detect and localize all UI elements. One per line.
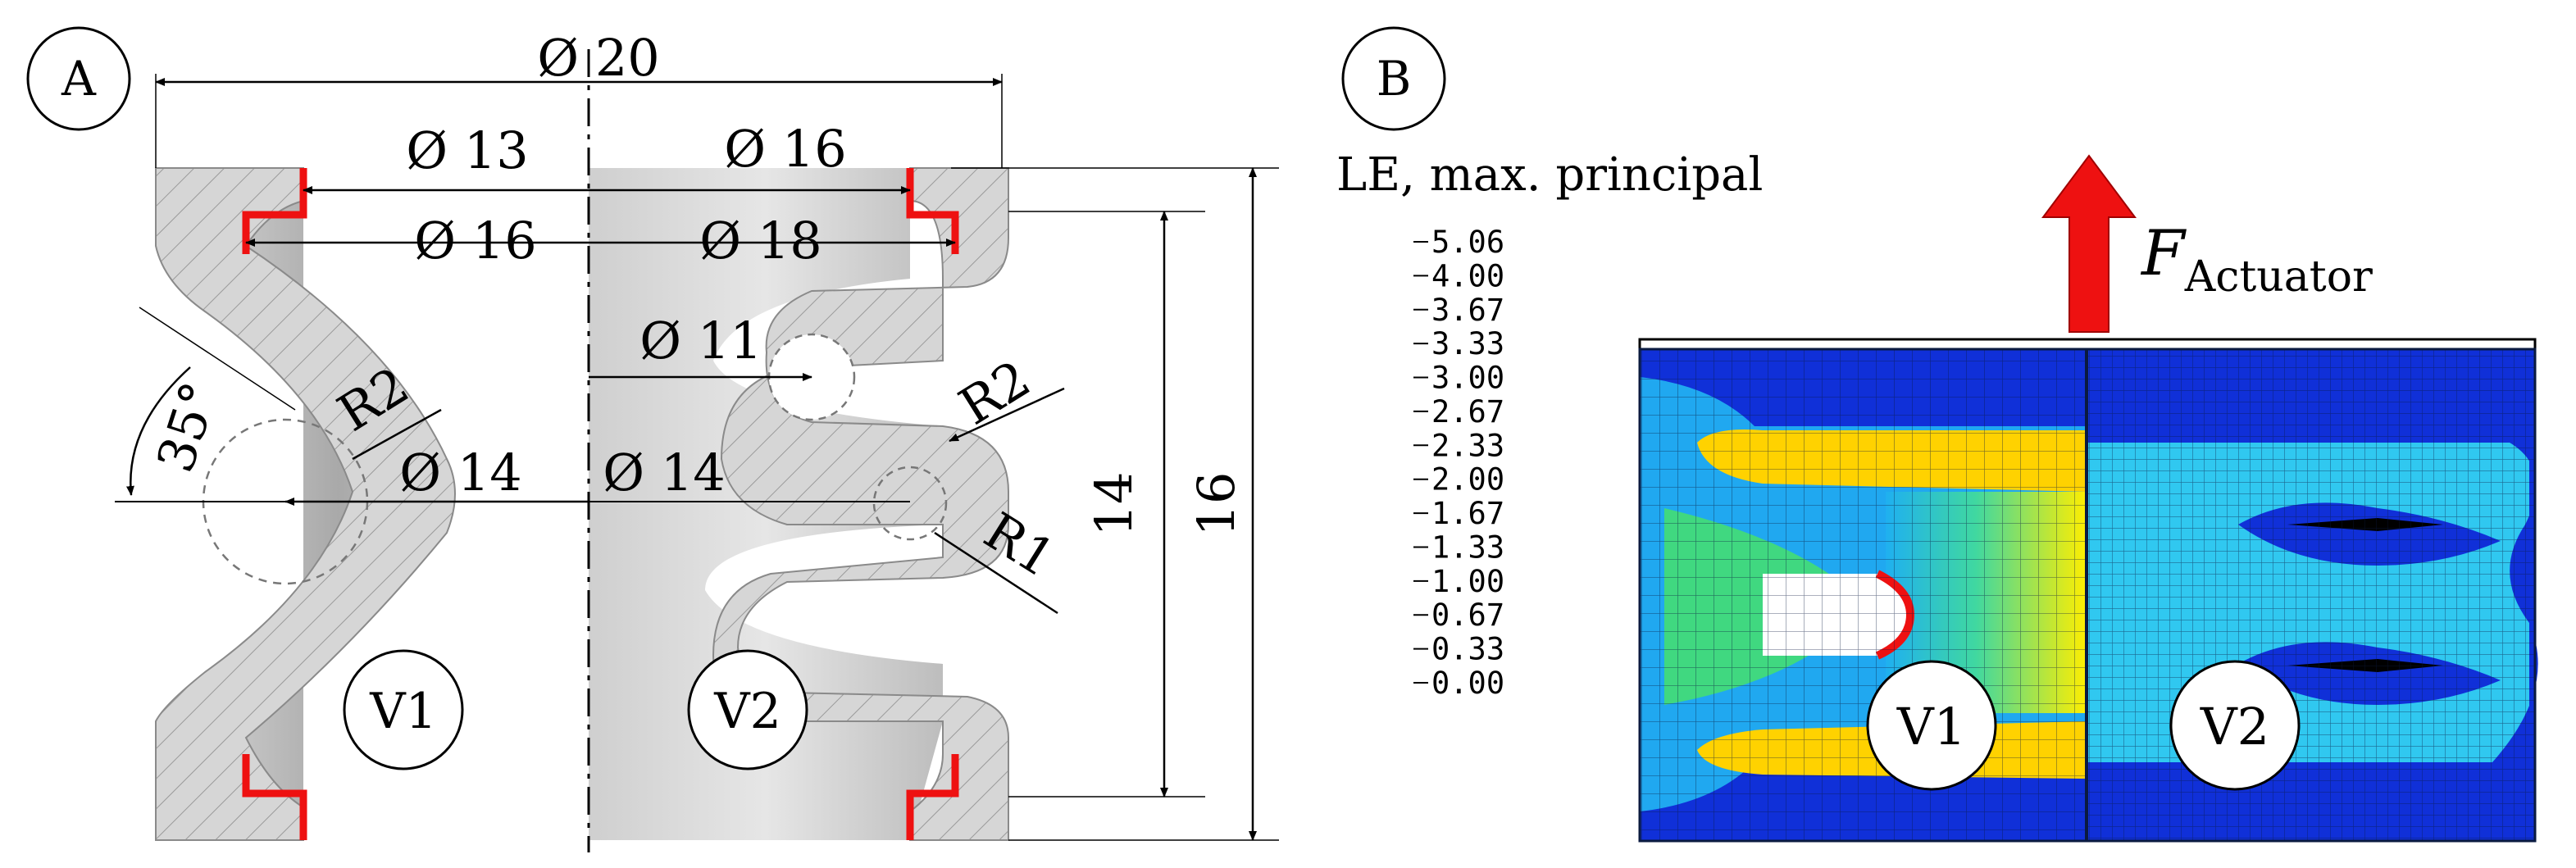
panel-b: B LE, max. principal 5.064.003.673.333.0… — [1336, 26, 2538, 843]
legend-value: 3.33 — [1431, 326, 1504, 361]
dim-d14-left: Ø 14 — [399, 443, 521, 502]
legend: 5.064.003.673.333.002.672.332.001.671.33… — [1413, 225, 1504, 701]
force-symbol: F — [2140, 216, 2187, 289]
dim-d20: Ø 20 — [537, 28, 659, 88]
dim-d18: Ø 18 — [699, 211, 821, 270]
panel-b-label: B — [1377, 51, 1412, 107]
legend-value: 0.33 — [1431, 632, 1504, 667]
legend-value: 3.00 — [1431, 361, 1504, 396]
bore-left — [201, 168, 451, 840]
legend-title: LE, max. principal — [1336, 148, 1763, 202]
variant-v1-label-a: V1 — [369, 683, 437, 740]
seal-bottom-right — [906, 754, 959, 840]
panel-a-label-circle — [26, 26, 131, 131]
variant-v1-circle-a — [343, 649, 464, 770]
fe-outline — [1638, 348, 2537, 843]
legend-value: 2.33 — [1431, 428, 1504, 463]
dim-r2-right: R2 — [949, 348, 1040, 437]
variant-v2-label-a: V2 — [713, 683, 781, 740]
variant-v2-circle-a — [687, 649, 808, 770]
wall-section-v1 — [155, 167, 456, 841]
variant-v2-label-b: V2 — [2200, 697, 2269, 757]
legend-value: 1.67 — [1431, 496, 1504, 531]
dimension-lines — [115, 74, 1279, 841]
top-plate — [1638, 338, 2537, 351]
dim-d16-left: Ø 16 — [414, 211, 536, 270]
dim-h16: 16 — [1186, 472, 1246, 537]
legend-value: 0.67 — [1431, 598, 1504, 633]
force-subscript: Actuator — [2184, 252, 2373, 302]
dim-angle: 35° — [145, 375, 230, 479]
panel-a: A — [26, 26, 1279, 852]
fe-mesh-v1 — [1640, 349, 2087, 841]
dim-d13: Ø 13 — [406, 120, 528, 180]
seal-bottom-left — [242, 754, 307, 840]
legend-value: 2.67 — [1431, 394, 1504, 429]
dim-d14-right: Ø 14 — [603, 443, 725, 502]
radius-circle-right — [872, 466, 948, 541]
legend-value: 5.06 — [1431, 225, 1504, 260]
fe-mesh-v2 — [2087, 349, 2535, 841]
legend-value: 0.00 — [1431, 666, 1504, 701]
variant-v1-label-b: V1 — [1896, 697, 1966, 757]
legend-value: 1.33 — [1431, 529, 1504, 565]
fe-model — [1638, 348, 2538, 843]
legend-value: 1.00 — [1431, 564, 1504, 599]
variant-v2-circle-b — [2169, 660, 2301, 791]
force-label: FActuator — [2140, 216, 2373, 302]
legend-value: 3.67 — [1431, 293, 1504, 328]
force-arrow — [2041, 154, 2137, 333]
dim-h14: 14 — [1084, 472, 1144, 537]
dim-d16-right: Ø 16 — [724, 119, 846, 179]
panel-a-label: A — [61, 51, 97, 107]
legend-value: 4.00 — [1431, 258, 1504, 293]
panel-b-label-circle — [1341, 26, 1446, 131]
variant-v1-circle-b — [1866, 660, 1997, 791]
legend-value: 2.00 — [1431, 462, 1504, 498]
dim-d11: Ø 11 — [639, 311, 762, 370]
